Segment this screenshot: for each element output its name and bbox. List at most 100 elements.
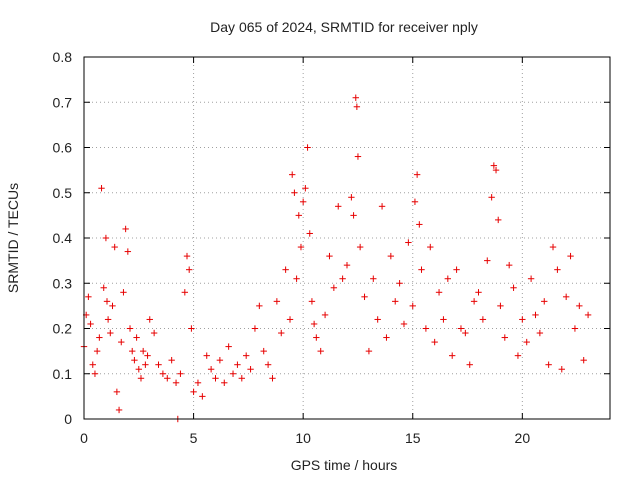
data-point [264,361,272,368]
data-point [558,366,565,373]
data-point [453,266,460,273]
y-tick-label: 0.7 [53,94,73,110]
data-points [80,94,592,423]
data-point [584,311,592,319]
data-point [118,338,125,346]
data-point [304,144,311,151]
data-point [365,347,373,355]
data-point [519,316,526,323]
data-point [348,194,355,201]
data-point [291,189,298,196]
data-point [289,171,296,178]
data-point [273,298,281,305]
data-point [238,375,245,382]
data-point [405,239,412,246]
data-point [427,243,434,251]
x-tick-label: 10 [295,430,311,446]
data-point [532,311,539,319]
data-point [306,230,313,237]
data-point [396,280,403,287]
data-point [400,320,408,328]
data-point [297,243,305,251]
data-point [98,185,105,192]
data-point [567,252,574,260]
data-point [100,284,107,291]
data-point [313,334,320,341]
data-point [317,347,324,355]
data-point [343,261,351,269]
data-point [326,252,333,260]
data-point [142,361,149,368]
data-point [104,316,112,323]
y-tick-label: 0.1 [53,366,73,382]
data-point [409,302,416,310]
data-point [302,185,309,192]
data-point [159,370,167,377]
data-point [103,298,111,305]
data-point [144,352,151,359]
data-point [576,302,583,310]
data-point [416,221,423,228]
data-point [199,393,206,400]
data-point [120,289,127,296]
data-point [510,284,517,291]
data-point [350,212,357,219]
data-point [505,261,513,269]
data-point [133,334,140,341]
data-point [111,243,118,251]
data-point [113,388,121,396]
data-point [435,289,443,296]
data-point [188,325,195,332]
data-point [411,198,419,205]
data-point [91,370,99,377]
data-point [256,302,263,310]
data-point [413,171,421,178]
x-tick-label: 5 [190,430,198,446]
data-point [449,352,456,359]
y-tick-label: 0.6 [53,140,73,156]
data-point [286,316,294,323]
data-point [172,379,180,386]
data-point [282,266,289,273]
data-point [497,302,504,310]
data-point [475,289,482,296]
data-point [562,293,570,301]
data-point [383,334,390,341]
data-point [466,361,473,368]
data-point [181,289,189,296]
data-point [321,311,329,319]
y-tick-label: 0.3 [53,275,73,291]
data-point [155,361,162,368]
data-point [440,316,447,323]
data-point [89,361,96,368]
data-point [194,379,202,386]
data-point [183,252,191,260]
data-point [221,379,228,386]
data-point [470,298,478,305]
data-point [554,266,561,273]
data-point [571,325,579,332]
x-tick-label: 20 [515,430,531,446]
data-point [457,325,465,332]
data-point [492,166,500,174]
data-point [545,361,552,368]
data-point [164,375,171,382]
data-point [102,234,110,242]
data-point [186,266,193,273]
data-point [247,366,254,373]
y-tick-label: 0.4 [53,230,73,246]
data-point [295,212,302,219]
data-point [418,266,425,273]
data-point [484,257,491,264]
data-point [139,347,147,355]
data-point [356,243,364,251]
data-point [135,366,142,373]
data-point [269,375,276,382]
data-point [216,356,224,364]
data-point [374,316,381,323]
data-point [115,406,123,414]
grid-lines [84,57,610,419]
data-point [150,329,158,337]
data-point [335,203,342,210]
data-point [490,162,498,169]
